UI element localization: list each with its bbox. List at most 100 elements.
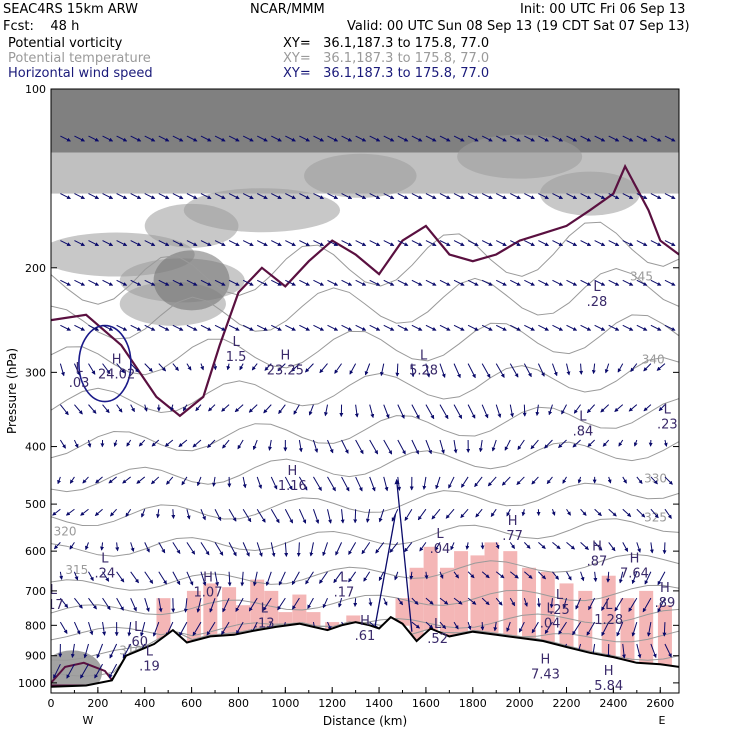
wind-vector (566, 279, 578, 286)
wind-vector (270, 542, 276, 558)
wind-vector (130, 279, 142, 286)
high-marker: H (203, 571, 213, 586)
wind-vector (487, 476, 497, 487)
wind-vector (108, 663, 118, 679)
wind-vector (524, 324, 535, 331)
wind-vector (152, 621, 160, 637)
wind-vector (650, 324, 662, 331)
wind-vector (662, 622, 667, 637)
wind-vector (411, 240, 423, 247)
wind-vector (633, 439, 638, 447)
low-marker: L (134, 620, 142, 635)
wind-vector (524, 135, 535, 142)
wind-vector (552, 193, 564, 200)
wind-vector (481, 193, 493, 200)
wind-vector (509, 363, 519, 378)
wind-vector (465, 542, 470, 550)
wind-vector (409, 571, 414, 580)
wind-vector (212, 476, 216, 487)
wind-vector (355, 279, 367, 286)
wind-vector (544, 621, 553, 635)
wind-vector (474, 476, 483, 488)
low-marker: L (261, 601, 269, 616)
wind-vector (130, 542, 135, 552)
wind-vector (186, 571, 194, 586)
terrain-line (51, 615, 679, 688)
wind-vector (144, 240, 156, 247)
wind-vector (524, 571, 533, 579)
wind-vector (144, 135, 156, 142)
wind-vector (411, 135, 423, 142)
wind-vector (192, 439, 202, 448)
x-tick-label: 400 (134, 697, 155, 710)
wind-vector (411, 597, 419, 605)
wind-vector (467, 324, 479, 331)
wind-vector (127, 622, 132, 637)
wind-vector (60, 324, 71, 331)
low-marker: L (75, 361, 83, 376)
wind-vector (200, 279, 212, 286)
extremum-value: .89 (655, 596, 676, 611)
wind-vector (439, 404, 449, 420)
pink-column (222, 587, 237, 638)
wind-vector (88, 135, 100, 142)
wind-vector (558, 439, 567, 448)
wind-vector (636, 135, 648, 142)
wind-vector (608, 508, 617, 517)
x-tick-label: 600 (181, 697, 202, 710)
wind-vector (577, 476, 582, 484)
wind-vector (538, 193, 549, 200)
wind-vector (70, 643, 75, 659)
wind-vector (256, 193, 268, 200)
wind-vector (333, 571, 342, 584)
pink-column (484, 542, 499, 637)
wind-vector (650, 643, 657, 659)
wind-vector (179, 621, 188, 637)
wind-vector (566, 135, 578, 142)
wind-vector (327, 135, 339, 142)
wind-vector (425, 279, 437, 286)
wind-vector (453, 363, 461, 379)
wind-vector (299, 324, 310, 331)
extremum-value: .04 (430, 542, 451, 557)
wind-vector (650, 240, 662, 247)
pv-shade-blob (304, 153, 417, 198)
wind-vector (591, 363, 596, 375)
wind-vector (299, 240, 310, 247)
wind-vector (285, 135, 296, 142)
wind-vector (467, 193, 479, 200)
wind-vector (291, 363, 300, 372)
wind-vector (510, 193, 521, 200)
wind-vector (593, 571, 598, 583)
wind-vector (222, 597, 230, 613)
extremum-value: .28 (587, 295, 608, 310)
wind-vector (628, 597, 638, 612)
wind-vector (285, 279, 296, 286)
wind-vector (292, 597, 300, 610)
extremum-value: .84 (573, 424, 594, 439)
wind-vector (172, 571, 181, 586)
wind-vector (664, 324, 676, 331)
wind-vector (298, 439, 303, 453)
wind-vector (538, 542, 546, 549)
wind-vector (478, 439, 483, 453)
wind-vector (284, 476, 293, 491)
x-tick-label: 2200 (553, 697, 581, 710)
y-tick-label: 700 (25, 585, 46, 598)
wind-vector (130, 404, 135, 413)
wind-vector (340, 509, 345, 524)
wind-vector (116, 240, 128, 247)
high-marker: H (541, 652, 551, 667)
wind-vector (562, 476, 567, 484)
wind-vector (566, 193, 578, 200)
wind-vector (178, 439, 188, 447)
wind-vector (531, 476, 539, 485)
low-marker: L (146, 644, 154, 659)
wind-vector (96, 643, 104, 659)
wind-vector (102, 193, 114, 200)
wind-vector (355, 135, 367, 142)
wind-vector (313, 193, 325, 200)
low-marker: L (232, 335, 240, 350)
wind-vector (66, 663, 75, 679)
wind-vector (341, 193, 353, 200)
